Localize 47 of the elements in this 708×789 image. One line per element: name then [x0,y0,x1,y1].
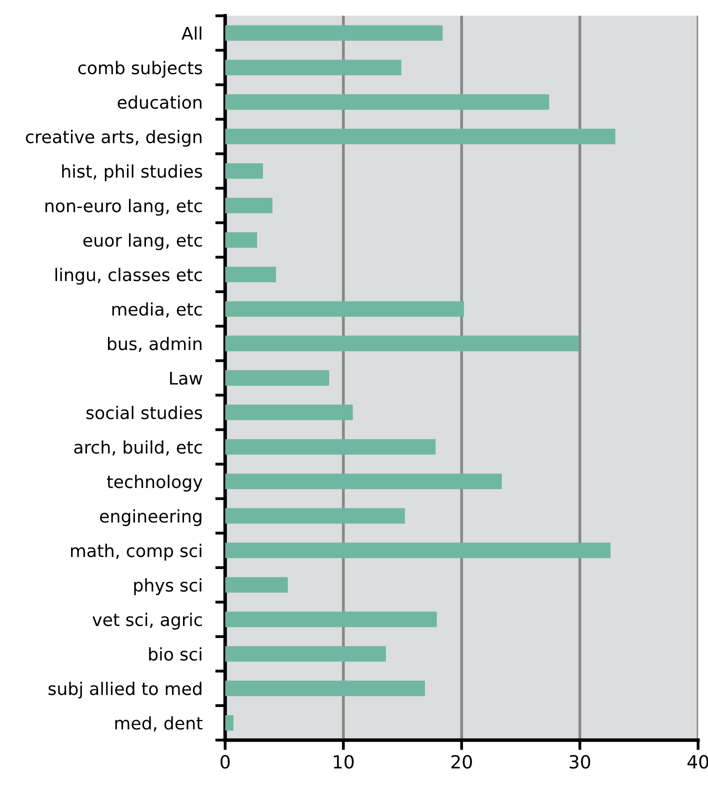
y-tick-label: arch, build, etc [74,440,202,456]
bar [225,439,436,455]
y-tick-label: euor lang, etc [83,233,202,250]
bar [225,60,402,76]
y-tick-label: All [182,26,202,40]
bar [225,646,386,662]
bar [225,404,353,420]
x-tick-label: 10 [334,754,354,769]
y-tick-label: creative arts, design [26,130,202,147]
y-tick-label: math, comp sci [71,544,202,561]
x-tick-label: 20 [451,754,472,769]
y-tick-label: bus, admin [108,336,202,352]
y-tick-label: education [118,95,202,109]
y-tick-label: hist, phil studies [62,164,202,182]
x-tick-label: 40 [687,754,708,769]
bar [225,336,579,352]
y-tick-label: Law [170,372,202,385]
bar [225,266,276,282]
bar [225,680,425,696]
bar [225,301,464,317]
bar [225,370,330,386]
bar [225,508,405,524]
bar [225,577,288,593]
y-tick-label: engineering [100,509,202,526]
y-tick-label: social studies [86,406,202,420]
x-tick-label: 0 [220,754,230,769]
y-tick-label: non-euro lang, etc [45,198,202,216]
bar [225,232,258,248]
y-tick-label: med, dent [115,716,203,732]
bar [225,128,616,144]
bar [225,163,263,179]
y-tick-label: lingu, classes etc [55,268,202,285]
bar [225,612,437,628]
bar [225,715,234,731]
bar [225,25,443,41]
bar [225,474,502,490]
y-tick-label: bio sci [149,647,202,661]
y-tick-label: media, etc [112,302,202,318]
bar [225,542,611,558]
y-tick-label: subj allied to med [48,682,202,699]
y-tick-label: comb subjects [78,60,202,78]
y-tick-label: technology [106,474,202,492]
y-tick-label: phys sci [134,578,202,596]
bar [225,198,272,214]
x-tick-label: 30 [570,754,590,769]
y-tick-label: vet sci, agric [92,612,202,630]
bar [225,94,550,110]
